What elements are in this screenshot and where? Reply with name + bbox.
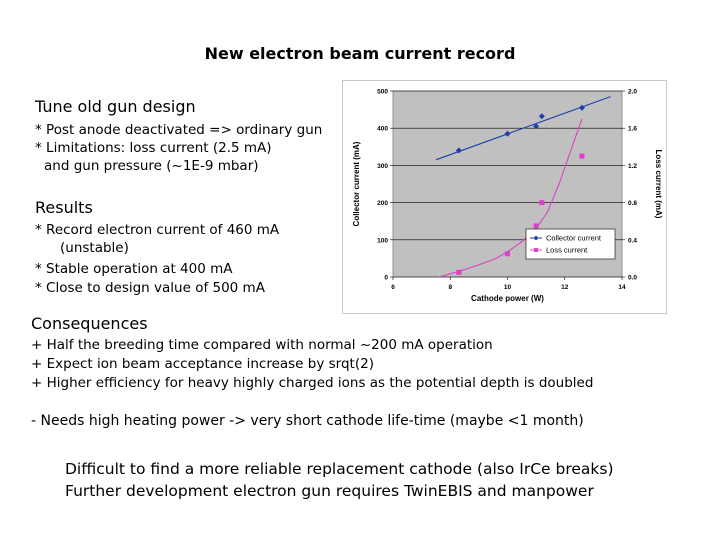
data-point <box>455 147 462 154</box>
legend-label: Collector current <box>546 234 602 243</box>
y2-axis-ticks: 0.0 0.4 0.8 1.2 1.6 2.0 <box>622 89 637 282</box>
y2-tick-label: 0.0 <box>628 275 637 282</box>
tune-line: * Post anode deactivated => ordinary gun <box>35 122 323 138</box>
y2-tick-label: 0.8 <box>628 200 637 207</box>
y-axis-ticks: 0 100 200 300 400 500 <box>377 89 393 282</box>
y2-axis-label: Loss current (mA) <box>654 150 663 219</box>
legend: Collector current Loss current <box>525 228 616 260</box>
x-tick-label: 6 <box>391 284 395 291</box>
legend-box <box>525 228 616 260</box>
data-point <box>456 269 462 275</box>
consequences-line: + Expect ion beam acceptance increase by… <box>31 356 374 372</box>
data-point <box>578 104 585 111</box>
results-line: * Stable operation at 400 mA <box>35 261 233 277</box>
data-point <box>504 130 511 137</box>
data-point <box>505 251 510 257</box>
y-tick-label: 0 <box>384 275 388 282</box>
data-point <box>579 153 585 159</box>
y-tick-label: 300 <box>377 163 388 170</box>
x-axis-label: Cathode power (W) <box>471 294 544 303</box>
x-tick-label: 14 <box>618 284 626 291</box>
closing-line: Difficult to find a more reliable replac… <box>65 460 614 478</box>
consequences-line: + Half the breeding time compared with n… <box>31 337 493 353</box>
legend-label: Loss current <box>546 246 588 255</box>
consequences-minus: - Needs high heating power -> very short… <box>31 413 584 429</box>
y2-tick-label: 1.6 <box>628 126 637 133</box>
y-tick-label: 100 <box>377 237 388 244</box>
data-point <box>533 223 539 229</box>
data-point <box>538 113 545 120</box>
y2-tick-label: 0.4 <box>628 237 637 244</box>
series-layer <box>435 96 611 278</box>
results-line: (unstable) <box>60 240 129 256</box>
trend-curve <box>438 118 583 278</box>
y2-tick-label: 1.2 <box>628 163 637 170</box>
y2-tick-label: 2.0 <box>628 89 637 96</box>
y-tick-label: 500 <box>377 89 388 96</box>
tune-line: and gun pressure (~1E-9 mbar) <box>44 158 259 174</box>
legend-marker <box>533 235 539 241</box>
tune-line: * Limitations: loss current (2.5 mA) <box>35 140 272 156</box>
x-axis-ticks: 6 8 10 12 14 <box>391 277 626 291</box>
results-line: * Close to design value of 500 mA <box>35 280 265 296</box>
y-axis-label: Collector current (mA) <box>352 141 361 226</box>
legend-marker <box>534 248 538 252</box>
consequences-line: + Higher efficiency for heavy highly cha… <box>31 375 594 391</box>
x-tick-label: 8 <box>448 284 452 291</box>
results-line: * Record electron current of 460 mA <box>35 222 280 238</box>
results-heading: Results <box>35 198 93 217</box>
tune-heading: Tune old gun design <box>35 97 196 116</box>
closing-line: Further development electron gun require… <box>65 482 594 500</box>
x-tick-label: 10 <box>504 284 512 291</box>
data-point <box>539 200 545 206</box>
x-tick-label: 12 <box>561 284 569 291</box>
chart: 0 100 200 300 400 500 0.0 0.4 0.8 1.2 1.6 2.0 6 8 10… <box>342 80 667 314</box>
y-tick-label: 400 <box>377 126 388 133</box>
data-point <box>533 123 540 130</box>
consequences-heading: Consequences <box>31 314 148 333</box>
chart-svg: 0 100 200 300 400 500 0.0 0.4 0.8 1.2 1.6 2.0 6 8 10… <box>352 89 663 304</box>
y-tick-label: 200 <box>377 200 388 207</box>
slide-title: New electron beam current record <box>204 44 516 63</box>
